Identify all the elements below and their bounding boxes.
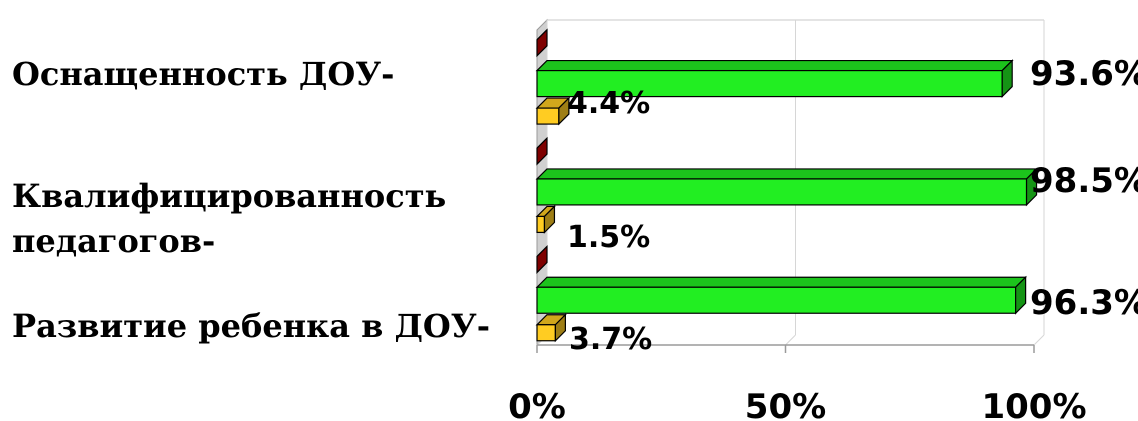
bar-top (535, 168, 1038, 180)
bar-side (536, 245, 548, 274)
gridline-floor (785, 334, 796, 346)
x-tick-label: 100% (981, 387, 1086, 421)
data-label: 93.6% (1030, 54, 1138, 94)
bar (536, 215, 546, 234)
data-label: 3.7% (569, 322, 652, 357)
x-tick-label: 0% (508, 387, 566, 421)
data-label: 1.5% (567, 220, 650, 255)
bar (536, 178, 1028, 206)
bar (536, 107, 560, 125)
gridline-floor (1033, 334, 1045, 346)
bar-side (554, 313, 566, 343)
bar (536, 286, 1017, 314)
category-label: Квалифицированность (12, 177, 446, 215)
bar (536, 324, 556, 342)
bar-side (1025, 167, 1038, 207)
bar-top (535, 276, 1028, 288)
x-tick-label: 50% (745, 387, 826, 421)
data-label: 4.4% (567, 86, 650, 121)
category-label: педагогов- (12, 222, 215, 260)
bar-side (1015, 275, 1027, 315)
data-label: 96.3% (1030, 283, 1138, 323)
bar-top (535, 59, 1014, 72)
bar-side (558, 96, 570, 126)
bar-side (1001, 59, 1013, 99)
bar-side (536, 136, 548, 166)
category-label: Оснащенность ДОУ- (12, 55, 394, 93)
data-label: 98.5% (1030, 161, 1138, 201)
bar-side (536, 28, 548, 58)
bar-side (543, 204, 556, 234)
category-label: Развитие ребенка в ДОУ- (12, 307, 490, 345)
